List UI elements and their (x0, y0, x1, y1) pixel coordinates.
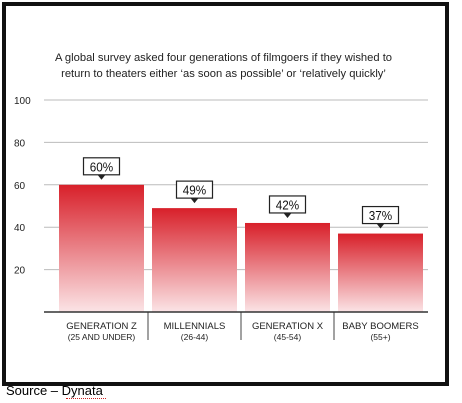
category-sublabel: (26-44) (181, 332, 209, 342)
bar-1 (59, 184, 144, 312)
y-tick-label: 20 (14, 266, 26, 277)
data-label-pointer (190, 198, 199, 204)
source-caption: Source – Dynata (6, 383, 103, 398)
category-sublabel: (55+) (370, 332, 390, 342)
chart-title-line-2: return to theaters either ‘as soon as po… (61, 68, 386, 80)
bar-2 (152, 208, 237, 312)
data-label: 42% (276, 198, 299, 213)
y-tick-label: 60 (14, 181, 26, 192)
data-label: 49% (183, 183, 206, 198)
category-label: GENERATION Z (66, 321, 137, 332)
data-label: 37% (369, 208, 392, 223)
data-label: 60% (90, 160, 113, 175)
category-label: BABY BOOMERS (342, 321, 418, 332)
data-label-pointer (283, 212, 292, 218)
source-underline (66, 398, 106, 399)
category-sublabel: (25 AND UNDER) (68, 332, 136, 342)
y-tick-label: 40 (14, 223, 26, 234)
y-tick-label: 80 (14, 138, 26, 149)
bar-4 (338, 233, 423, 312)
category-sublabel: (45-54) (274, 332, 302, 342)
bar-3 (245, 222, 330, 312)
category-label: MILLENNIALS (164, 321, 226, 332)
data-label-pointer (97, 174, 106, 180)
category-label: GENERATION X (252, 321, 324, 332)
chart-title-line-1: A global survey asked four generations o… (54, 52, 393, 64)
y-tick-label: 100 (14, 96, 31, 107)
data-label-pointer (376, 223, 385, 229)
